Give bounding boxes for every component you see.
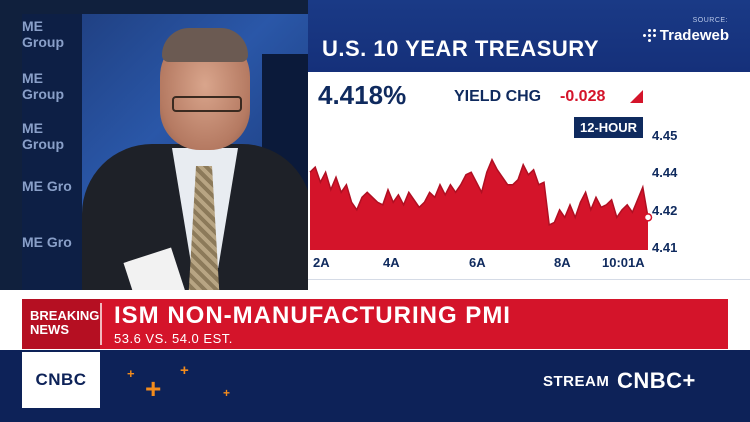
x-tick-label: 8A (554, 255, 571, 270)
y-tick-label: 4.42 (652, 203, 678, 218)
plus-icon: + (180, 362, 189, 379)
source-label: SOURCE: (692, 17, 728, 24)
stream-brand-logo: CNBC+ (617, 368, 696, 393)
video-feed: ME Group ME Group ME Group ME Gro ME Gro (22, 14, 308, 290)
x-tick-label: 2A (313, 255, 330, 270)
anchor-glasses (172, 96, 242, 112)
source-logo: Tradeweb (642, 27, 729, 44)
wall-text: ME Group (22, 120, 64, 152)
network-logo: CNBC (22, 352, 100, 408)
breaking-news-label: BREAKING NEWS (22, 299, 100, 349)
headline: ISM NON-MANUFACTURING PMI (114, 302, 511, 329)
headline-banner (22, 299, 728, 349)
source-name: Tradeweb (659, 27, 729, 44)
yield-value: 4.418% (318, 80, 407, 110)
yield-change-value: -0.028 (560, 88, 606, 105)
anchor-hair (162, 28, 248, 62)
x-tick-label: 10:01A (602, 255, 645, 270)
down-arrow-icon (630, 90, 643, 103)
plus-icon: + (127, 366, 135, 381)
y-tick-label: 4.41 (652, 240, 678, 255)
subheadline: 53.6 VS. 54.0 EST. (114, 331, 233, 346)
chart-area: 4.418% YIELD CHG -0.028 12-HOUR 4.45 4.4… (308, 72, 750, 290)
breaking-line-2: NEWS (30, 322, 69, 337)
last-value-marker (643, 213, 653, 222)
chart-divider (308, 279, 750, 280)
chart-panel: U.S. 10 YEAR TREASURY SOURCE: Tradeweb 4… (308, 0, 750, 290)
yield-line (309, 157, 649, 227)
y-tick-label: 4.44 (652, 165, 678, 180)
yield-chart (309, 157, 653, 250)
tradeweb-icon (642, 29, 656, 42)
stream-label: STREAM (543, 373, 610, 390)
breaking-line-1: BREAKING (30, 308, 100, 323)
chart-title: U.S. 10 YEAR TREASURY (322, 36, 600, 61)
wall-text: ME Group (22, 18, 64, 50)
x-tick-label: 6A (469, 255, 486, 270)
bottom-bar (0, 350, 750, 422)
interval-badge: 12-HOUR (574, 117, 644, 138)
plus-icon: + (223, 386, 231, 400)
plus-icon: + (145, 373, 162, 404)
banner-divider (100, 303, 102, 345)
wall-text: ME Gro (22, 178, 72, 194)
yield-area (310, 159, 648, 250)
x-tick-label: 4A (383, 255, 400, 270)
wall-text: ME Group (22, 70, 64, 102)
y-tick-label: 4.45 (652, 128, 678, 143)
yield-change-label: YIELD CHG (454, 88, 542, 105)
wall-text: ME Gro (22, 234, 72, 250)
background-wall: ME Group ME Group ME Group ME Gro ME Gro (22, 14, 82, 290)
chart-header: U.S. 10 YEAR TREASURY SOURCE: Tradeweb (308, 0, 750, 72)
